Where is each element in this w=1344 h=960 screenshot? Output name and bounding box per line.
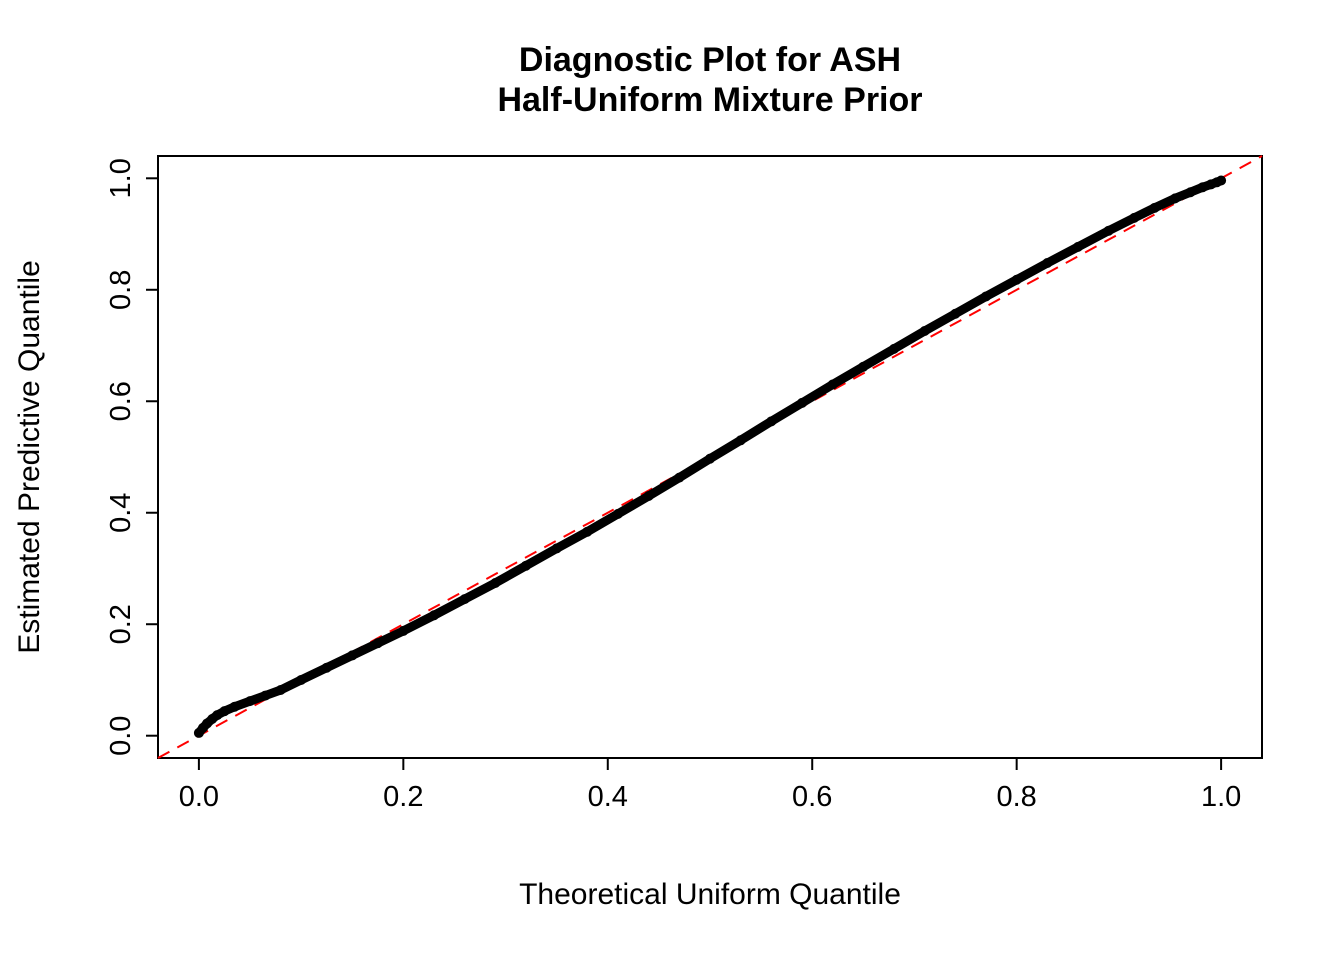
data-point: [1149, 202, 1160, 213]
data-point: [827, 379, 838, 390]
data-point: [1011, 274, 1022, 285]
x-tick-label: 0.4: [588, 781, 628, 813]
data-point: [889, 343, 899, 354]
data-point: [613, 508, 623, 519]
data-point: [919, 326, 930, 337]
data-point: [1197, 182, 1208, 193]
data-point: [705, 453, 715, 464]
data-point: [521, 560, 531, 571]
y-tick-label: 0.4: [105, 493, 137, 533]
data-point: [245, 696, 255, 707]
y-tick-label: 0.6: [105, 381, 137, 421]
data-point: [372, 638, 383, 649]
data-point: [1103, 225, 1114, 236]
data-point: [981, 291, 991, 302]
data-point: [582, 526, 593, 537]
data-point: [1170, 193, 1181, 204]
plot-title: Diagnostic Plot for ASH Half-Uniform Mix…: [158, 40, 1262, 120]
y-tick-label: 0.2: [105, 604, 137, 644]
data-point: [735, 435, 746, 446]
data-point: [551, 543, 562, 554]
data-point: [321, 662, 332, 673]
x-tick-label: 0.6: [792, 781, 832, 813]
data-point: [459, 594, 470, 605]
data-point: [1129, 212, 1140, 223]
data-point: [643, 491, 654, 502]
data-point: [229, 701, 240, 712]
data-point: [296, 674, 307, 685]
data-point: [950, 308, 961, 319]
data-point: [398, 625, 409, 636]
data-point: [260, 690, 271, 701]
data-point: [797, 397, 807, 408]
x-tick-label: 0.2: [383, 781, 423, 813]
data-point: [429, 610, 439, 621]
y-tick-label: 0.8: [105, 270, 137, 310]
data-point: [1216, 175, 1227, 186]
data-point: [490, 577, 501, 588]
x-tick-label: 0.0: [179, 781, 219, 813]
y-tick-label: 1.0: [105, 158, 137, 198]
data-point: [275, 684, 286, 695]
x-tick-label: 1.0: [1201, 781, 1241, 813]
x-axis-label: Theoretical Uniform Quantile: [519, 878, 901, 911]
data-point: [766, 416, 777, 427]
estimated-vs-theoretical-quantiles: [194, 176, 1226, 738]
y-axis-label: Estimated Predictive Quantile: [13, 260, 46, 654]
data-point: [674, 472, 685, 483]
data-point: [1042, 258, 1053, 269]
plot-title-line2: Half-Uniform Mixture Prior: [497, 81, 923, 119]
data-point: [1073, 241, 1083, 252]
data-point: [858, 361, 869, 372]
y-tick-label: 0.0: [105, 716, 137, 756]
data-point: [219, 706, 230, 717]
x-tick-label: 0.8: [997, 781, 1037, 813]
data-point: [1185, 187, 1196, 198]
plot-box: [157, 155, 1263, 759]
plot-title-line1: Diagnostic Plot for ASH: [518, 41, 902, 79]
data-point: [347, 650, 358, 661]
